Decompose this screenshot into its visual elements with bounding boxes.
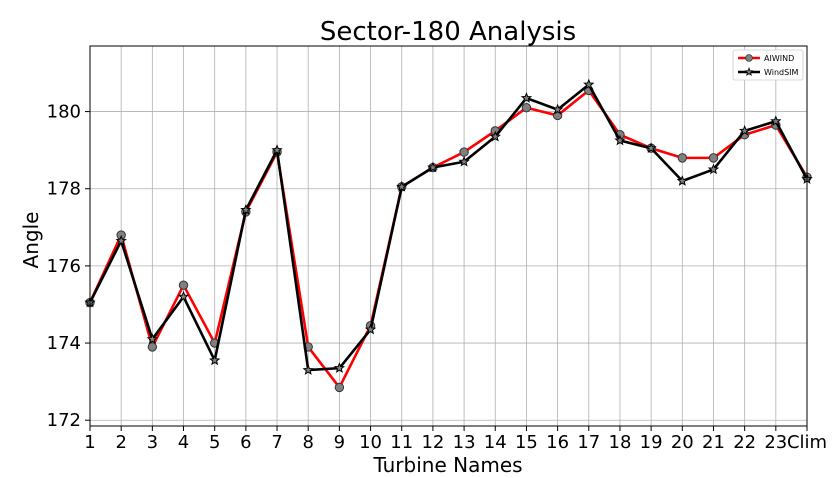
legend-marker bbox=[744, 67, 754, 76]
series-aiwind bbox=[85, 85, 812, 393]
x-tick-label: 16 bbox=[546, 432, 569, 453]
data-point bbox=[364, 323, 377, 335]
data-point bbox=[396, 180, 408, 192]
legend-marker bbox=[745, 54, 753, 62]
data-point bbox=[178, 280, 189, 290]
data-point bbox=[521, 103, 532, 113]
x-tick-label: 14 bbox=[484, 432, 507, 453]
x-tick-label: 4 bbox=[178, 432, 189, 453]
x-tick-label: 13 bbox=[453, 432, 476, 453]
data-point bbox=[427, 161, 439, 173]
series-windsim bbox=[84, 78, 813, 375]
x-tick-label: 3 bbox=[147, 432, 158, 453]
x-axis-title: Turbine Names bbox=[372, 453, 522, 477]
x-tick-label: 1 bbox=[84, 432, 95, 453]
data-point bbox=[489, 130, 501, 142]
data-point bbox=[115, 234, 127, 246]
y-tick-label: 180 bbox=[47, 102, 81, 123]
data-point bbox=[677, 153, 688, 163]
data-point bbox=[708, 153, 719, 163]
series-layer bbox=[84, 78, 813, 393]
data-point bbox=[240, 204, 252, 215]
x-tick-label: 17 bbox=[577, 432, 600, 453]
data-point bbox=[333, 362, 346, 373]
x-tick-label: 10 bbox=[359, 432, 382, 453]
x-tick-label: Clim bbox=[787, 432, 827, 453]
y-tick-label: 178 bbox=[47, 179, 81, 200]
x-tick-label: 11 bbox=[390, 432, 413, 453]
data-point bbox=[177, 290, 190, 302]
y-tick-label: 174 bbox=[47, 333, 81, 354]
x-tick-label: 21 bbox=[702, 432, 725, 453]
x-tick-label: 9 bbox=[334, 432, 345, 453]
x-tick-label: 18 bbox=[609, 432, 632, 453]
data-point bbox=[583, 78, 595, 90]
data-point bbox=[271, 144, 283, 155]
axis-ticks: 1 2 3 4 5 6 7 8 9 10 11 12 13 14 15 16 17 18 19 20 21 22 23 Cli… bbox=[47, 102, 827, 453]
x-tick-label: 22 bbox=[733, 432, 756, 453]
data-point bbox=[551, 103, 564, 115]
data-point bbox=[334, 382, 345, 393]
data-point bbox=[614, 134, 626, 146]
legend-label: AIWIND bbox=[764, 54, 794, 63]
legend-entries: AIWIND WindSIM bbox=[738, 54, 799, 77]
data-point bbox=[459, 147, 469, 157]
y-tick-label: 172 bbox=[47, 410, 81, 431]
data-point bbox=[146, 333, 159, 345]
x-tick-label: 23 bbox=[764, 432, 787, 453]
x-tick-label: 2 bbox=[115, 432, 126, 453]
x-tick-label: 15 bbox=[515, 432, 538, 453]
x-tick-label: 7 bbox=[271, 432, 282, 453]
chart-title: Sector-180 Analysis bbox=[320, 17, 576, 47]
x-tick-label: 8 bbox=[302, 432, 313, 453]
data-point bbox=[738, 124, 751, 136]
x-tick-label: 19 bbox=[640, 432, 663, 453]
data-point bbox=[209, 354, 221, 366]
y-tick-label: 176 bbox=[47, 256, 81, 277]
data-point bbox=[302, 364, 314, 375]
x-tick-label: 6 bbox=[240, 432, 251, 453]
legend: AIWIND WindSIM bbox=[732, 49, 804, 81]
x-tick-label: 12 bbox=[421, 432, 444, 453]
data-point bbox=[520, 92, 533, 103]
x-tick-label: 20 bbox=[671, 432, 694, 453]
grid-lines bbox=[89, 46, 808, 426]
legend-label: WindSIM bbox=[764, 68, 799, 77]
plot-frame bbox=[89, 45, 808, 427]
data-point bbox=[676, 175, 688, 186]
data-point bbox=[770, 115, 782, 127]
series-line bbox=[88, 83, 809, 372]
data-point bbox=[147, 342, 158, 352]
data-point bbox=[707, 163, 720, 175]
y-axis-title: Angle bbox=[19, 212, 43, 269]
data-point bbox=[458, 155, 470, 167]
data-point bbox=[645, 142, 657, 154]
series-line bbox=[88, 89, 809, 389]
x-tick-label: 5 bbox=[209, 432, 220, 453]
